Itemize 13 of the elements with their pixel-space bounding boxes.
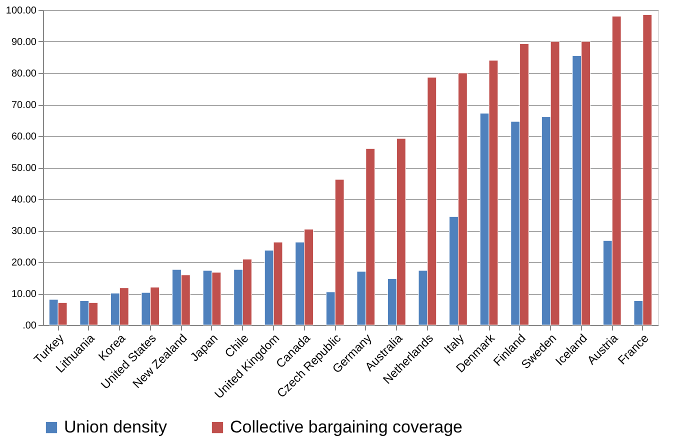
y-tick-label: 60.00 — [11, 132, 37, 142]
y-tick-label: 40.00 — [11, 194, 37, 206]
y-tick-label: 50.00 — [11, 163, 37, 174]
y-tick-label: 80.00 — [11, 68, 37, 80]
legend-label: Union density — [64, 418, 168, 437]
legend-label: Collective bargaining coverage — [230, 418, 462, 437]
y-tick-label: 20.00 — [11, 258, 37, 268]
y-tick-label: 70.00 — [11, 100, 37, 111]
y-tick-label: 30.00 — [11, 226, 37, 237]
y-tick-label: .00 — [22, 320, 37, 332]
y-tick-label: 100.00 — [6, 6, 37, 16]
y-tick-label: 10.00 — [11, 289, 37, 300]
y-tick-label: 90.00 — [11, 37, 37, 48]
